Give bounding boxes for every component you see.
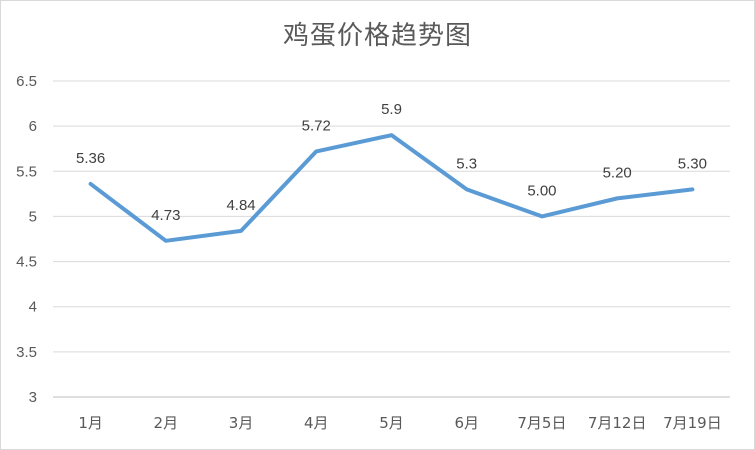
data-label: 5.3 [456,155,477,172]
data-label: 5.30 [678,155,707,172]
x-axis-categories: 1月 2月 3月 4月 5月 6月 7月5日 7月12日 7月19日 [78,414,721,432]
data-label: 4.73 [151,207,180,224]
y-tick-label: 3 [29,389,37,406]
y-tick-label: 6.5 [16,73,37,90]
y-tick-label: 4 [29,299,37,316]
data-label: 4.84 [226,197,255,214]
x-category-label: 7月5日 [517,414,566,432]
y-tick-label: 5 [29,208,37,225]
x-category-label: 5月 [379,414,404,432]
data-label: 5.00 [527,182,556,199]
y-axis-ticks: 3 3.5 4 4.5 5 5.5 6 6.5 [16,73,37,406]
y-tick-label: 5.5 [16,163,37,180]
x-category-label: 4月 [304,414,329,432]
y-tick-label: 6 [29,118,37,135]
data-label: 5.36 [76,150,105,167]
x-category-label: 1月 [78,414,103,432]
y-tick-label: 4.5 [16,254,37,271]
y-tick-label: 3.5 [16,344,37,361]
data-label: 5.20 [603,164,632,181]
x-category-label: 3月 [229,414,254,432]
series-line [88,133,695,243]
data-label: 5.9 [381,101,402,118]
x-category-label: 2月 [154,414,179,432]
data-label: 5.72 [302,117,331,134]
data-labels: 5.36 4.73 4.84 5.72 5.9 5.3 5.00 5.20 5.30 [76,101,707,224]
x-category-label: 7月12日 [588,414,647,432]
x-category-label: 7月19日 [663,414,722,432]
x-category-label: 6月 [454,414,479,432]
chart-title: 鸡蛋价格趋势图 [282,21,472,51]
gridlines [53,80,730,398]
